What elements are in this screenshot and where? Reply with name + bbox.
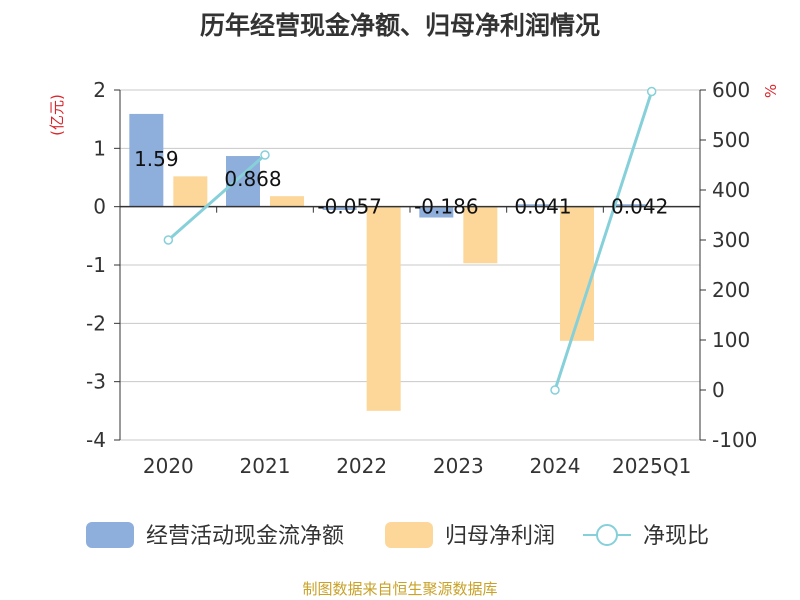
bar-1-2021 — [270, 196, 304, 207]
y-right-tick-label-5: 100 — [712, 328, 750, 352]
gridlines — [120, 89, 700, 441]
ratio-line-segment-0 — [167, 153, 266, 242]
bar-1-2022 — [366, 206, 401, 411]
bar-0-2022 — [322, 206, 357, 210]
ratio-line — [163, 86, 657, 395]
legend-label-0: 经营活动现金流净额 — [146, 524, 344, 549]
y-left-tick-label-5: -3 — [86, 370, 106, 394]
x-tick-label-2022: 2022 — [336, 454, 387, 478]
x-tick-label-2023: 2023 — [433, 454, 484, 478]
x-tick-label-2024: 2024 — [530, 454, 581, 478]
ratio-point-2021 — [260, 150, 270, 160]
ratio-point-2024 — [550, 385, 560, 395]
y-left-tick-label-3: -1 — [86, 253, 106, 277]
y-right-tick-label-4: 200 — [712, 278, 750, 302]
legend: 经营活动现金流净额 归母净利润 净现比 — [86, 522, 709, 549]
data-label-2025Q1: 0.042 — [611, 195, 668, 219]
y-left-tick-label-2: 0 — [93, 195, 106, 219]
x-tick-label-2020: 2020 — [143, 454, 194, 478]
y-left-tick-label-6: -4 — [86, 428, 106, 452]
ratio-point-2025Q1 — [646, 86, 657, 97]
data-label-2022: -0.057 — [317, 195, 381, 219]
legend-label-1: 归母净利润 — [445, 524, 555, 549]
axes: 2 1 0 -1 -2 -3 -4 600 500 400 300 200 100 0 -100 (亿元)% 2… — [48, 78, 780, 478]
y-right-tick-label-2: 400 — [712, 178, 750, 202]
y-right-tick-label-0: 600 — [712, 78, 750, 102]
y-right-tick-label-3: 300 — [712, 228, 750, 252]
x-tick-label-2025Q1: 2025Q1 — [612, 454, 691, 478]
source-note: 制图数据来自恒生聚源数据库 — [302, 580, 498, 598]
ratio-point-2020 — [163, 235, 174, 245]
data-label-2021: 0.868 — [224, 167, 281, 191]
legend-swatch-0 — [86, 522, 134, 548]
chart-title: 历年经营现金净额、归母净利润情况 — [199, 11, 600, 40]
legend-label-2: 净现比 — [643, 524, 709, 549]
y-right-unit-label: % — [762, 84, 780, 98]
bar-1-2020 — [173, 176, 208, 207]
x-tick-label-2021: 2021 — [240, 454, 291, 478]
bar-0-2024 — [516, 204, 550, 207]
legend-marker-2 — [596, 524, 618, 546]
bar-0-2023 — [419, 206, 454, 218]
data-label-2020: 1.59 — [134, 147, 179, 171]
y-left-tick-label-0: 2 — [93, 78, 106, 102]
bar-0-2020 — [129, 113, 164, 207]
data-label-2024: 0.041 — [514, 195, 571, 219]
bar-0-2025Q1 — [612, 204, 647, 207]
y-right-tick-label-6: 0 — [712, 378, 725, 402]
y-left-unit-label: (亿元) — [48, 94, 66, 136]
ratio-line-segment-1 — [553, 91, 654, 391]
data-labels: 1.59 0.868 -0.057 -0.186 0.041 0.042 — [134, 147, 668, 219]
bar-1-2023 — [463, 206, 498, 264]
y-left-tick-label-4: -2 — [86, 311, 106, 335]
y-right-tick-label-1: 500 — [712, 128, 750, 152]
y-left-tick-label-1: 1 — [93, 136, 106, 160]
legend-swatch-1 — [385, 522, 433, 548]
bars — [129, 113, 647, 411]
data-label-2023: -0.186 — [414, 195, 478, 219]
y-right-tick-label-7: -100 — [712, 428, 757, 452]
